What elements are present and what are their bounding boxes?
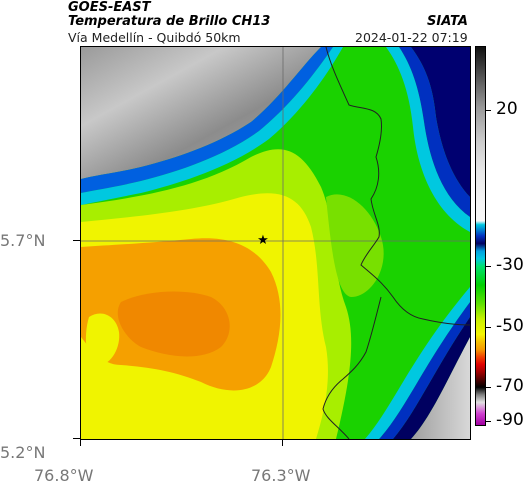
product-title: Temperatura de Brillo CH13 <box>68 14 271 29</box>
colorbar-label-minus90: -90 <box>496 410 524 430</box>
star-marker: ★ <box>257 233 269 248</box>
lon-label-76-8: 76.8°W <box>34 466 94 485</box>
org-label: SIATA <box>427 14 468 29</box>
colorbar-tick <box>486 387 491 388</box>
lat-tick <box>73 438 80 439</box>
colorbar-label-minus50: -50 <box>496 316 524 336</box>
colorbar-tick <box>486 327 491 328</box>
colorbar-tick <box>486 110 491 111</box>
brightness-temperature-map: ★ <box>80 46 471 440</box>
lat-label-5-7: 5.7°N <box>0 231 46 250</box>
lat-label-5-2: 5.2°N <box>0 443 46 462</box>
satellite-title: GOES-EAST <box>68 0 151 15</box>
lon-label-76-3: 76.3°W <box>251 466 311 485</box>
colorbar-tick <box>486 266 491 267</box>
colorbar-label-minus30: -30 <box>496 255 524 275</box>
colorbar-label-minus70: -70 <box>496 376 524 396</box>
datetime-label: 2024-01-22 07:19 <box>355 30 468 45</box>
region-subtitle: Vía Medellín - Quibdó 50km <box>68 30 241 45</box>
lon-tick <box>282 439 283 446</box>
colorbar-tick <box>486 421 491 422</box>
colorbar-label-20: 20 <box>496 99 518 119</box>
lon-tick <box>80 439 81 446</box>
temperature-colorbar <box>475 46 486 426</box>
map-image: ★ <box>81 47 470 439</box>
lat-tick <box>73 240 80 241</box>
